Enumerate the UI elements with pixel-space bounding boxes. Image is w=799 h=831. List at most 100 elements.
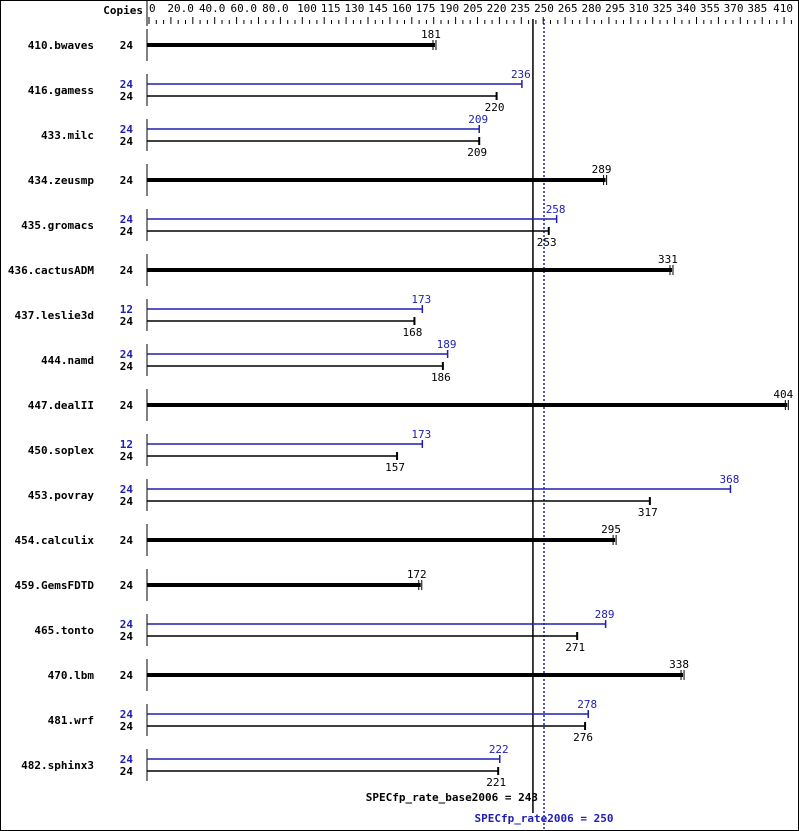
base-ref-label: SPECfp_rate_base2006 = 243 — [366, 791, 538, 804]
base-value: 172 — [407, 568, 427, 581]
tick-label: 20.0 — [167, 2, 194, 15]
benchmark-name: 447.dealII — [28, 399, 94, 412]
benchmark-name: 434.zeusmp — [28, 174, 95, 187]
peak-value: 368 — [720, 473, 740, 486]
base-value: 271 — [565, 641, 585, 654]
peak-copies: 24 — [120, 123, 134, 136]
base-copies: 24 — [120, 534, 134, 547]
tick-label: 100 — [297, 2, 317, 15]
tick-label: 80.0 — [262, 2, 289, 15]
tick-label: 265 — [558, 2, 578, 15]
base-copies: 24 — [120, 720, 134, 733]
base-copies: 24 — [120, 450, 134, 463]
tick-label: 385 — [747, 2, 767, 15]
base-copies: 24 — [120, 399, 134, 412]
base-copies: 24 — [120, 39, 134, 52]
base-copies: 24 — [120, 360, 134, 373]
base-copies: 24 — [120, 630, 134, 643]
peak-value: 236 — [511, 68, 531, 81]
peak-value: 222 — [489, 743, 509, 756]
base-value: 295 — [601, 523, 621, 536]
peak-value: 189 — [437, 338, 457, 351]
base-copies: 24 — [120, 315, 134, 328]
peak-copies: 12 — [120, 303, 133, 316]
base-value: 181 — [421, 28, 441, 41]
benchmark-name: 454.calculix — [15, 534, 95, 547]
benchmark-name: 437.leslie3d — [15, 309, 94, 322]
base-value: 331 — [658, 253, 678, 266]
benchmark-name: 435.gromacs — [21, 219, 94, 232]
base-value: 221 — [486, 776, 506, 789]
peak-copies: 24 — [120, 753, 134, 766]
peak-copies: 24 — [120, 483, 134, 496]
tick-label: 355 — [700, 2, 720, 15]
base-value: 157 — [385, 461, 405, 474]
tick-label: 0 — [149, 2, 156, 15]
base-value: 317 — [638, 506, 658, 519]
benchmark-name: 453.povray — [28, 489, 95, 502]
base-copies: 24 — [120, 579, 134, 592]
base-copies: 24 — [120, 135, 134, 148]
base-copies: 24 — [120, 264, 134, 277]
tick-label: 220 — [487, 2, 507, 15]
tick-label: 40.0 — [199, 2, 226, 15]
tick-label: 130 — [344, 2, 364, 15]
tick-label: 190 — [439, 2, 459, 15]
base-value: 404 — [773, 388, 793, 401]
peak-copies: 24 — [120, 78, 134, 91]
tick-label: 295 — [605, 2, 625, 15]
tick-label: 340 — [676, 2, 696, 15]
peak-value: 173 — [411, 428, 431, 441]
tick-label: 235 — [510, 2, 530, 15]
tick-label: 60.0 — [231, 2, 258, 15]
peak-copies: 24 — [120, 213, 134, 226]
benchmark-name: 470.lbm — [48, 669, 95, 682]
base-value: 168 — [403, 326, 423, 339]
peak-value: 258 — [546, 203, 566, 216]
base-value: 276 — [573, 731, 593, 744]
tick-label: 205 — [463, 2, 483, 15]
base-copies: 24 — [120, 669, 134, 682]
tick-label: 325 — [653, 2, 673, 15]
peak-copies: 24 — [120, 708, 134, 721]
base-value: 338 — [669, 658, 689, 671]
benchmark-name: 450.soplex — [28, 444, 95, 457]
peak-copies: 24 — [120, 618, 134, 631]
peak-ref-label: SPECfp_rate2006 = 250 — [474, 812, 613, 825]
peak-copies: 12 — [120, 438, 133, 451]
benchmark-name: 465.tonto — [34, 624, 94, 637]
benchmark-name: 436.cactusADM — [8, 264, 94, 277]
peak-value: 173 — [411, 293, 431, 306]
base-copies: 24 — [120, 174, 134, 187]
tick-label: 280 — [581, 2, 601, 15]
tick-label: 175 — [416, 2, 436, 15]
tick-label: 115 — [321, 2, 341, 15]
tick-label: 160 — [392, 2, 412, 15]
base-copies: 24 — [120, 495, 134, 508]
benchmark-name: 482.sphinx3 — [21, 759, 94, 772]
benchmark-name: 410.bwaves — [28, 39, 94, 52]
base-copies: 24 — [120, 765, 134, 778]
base-value: 220 — [485, 101, 505, 114]
peak-value: 289 — [595, 608, 615, 621]
base-value: 186 — [431, 371, 451, 384]
benchmark-name: 416.gamess — [28, 84, 94, 97]
tick-label: 370 — [724, 2, 744, 15]
benchmark-name: 444.namd — [41, 354, 94, 367]
base-value: 253 — [537, 236, 557, 249]
base-value: 289 — [592, 163, 612, 176]
benchmark-name: 481.wrf — [48, 714, 94, 727]
base-value: 209 — [467, 146, 487, 159]
tick-label: 310 — [629, 2, 649, 15]
peak-value: 209 — [468, 113, 488, 126]
tick-label: 250 — [534, 2, 554, 15]
peak-value: 278 — [577, 698, 597, 711]
copies-header: Copies — [103, 4, 143, 17]
tick-label: 145 — [368, 2, 388, 15]
base-copies: 24 — [120, 225, 134, 238]
base-copies: 24 — [120, 90, 134, 103]
peak-copies: 24 — [120, 348, 134, 361]
tick-label: 410 — [773, 2, 793, 15]
